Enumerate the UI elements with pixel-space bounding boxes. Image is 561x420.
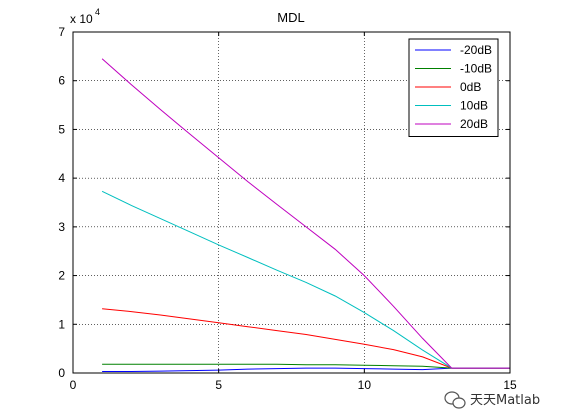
axis-ticks: 0 5 10 15 0 1 2 3 4 5 6 7: [58, 25, 517, 392]
y-tick-label: 3: [58, 220, 65, 234]
y-exponent-power: 4: [95, 7, 100, 17]
legend-label: 10dB: [460, 99, 488, 113]
y-tick-label: 2: [58, 269, 65, 283]
legend: -20dB -10dB 0dB 10dB 20dB: [408, 38, 499, 137]
x-tick-label: 0: [70, 378, 77, 392]
watermark: 天天Matlab: [444, 391, 540, 409]
series-line-0dB: [102, 308, 510, 369]
x-tick-label: 5: [215, 378, 222, 392]
y-tick-label: 6: [58, 74, 65, 88]
legend-label: -20dB: [460, 43, 492, 57]
y-tick-label: 7: [58, 25, 65, 39]
series-line-20dB: [101, 58, 510, 369]
legend-label: -10dB: [460, 62, 492, 76]
series-line--10dB: [102, 363, 510, 369]
y-tick-label: 5: [58, 122, 65, 136]
y-exponent-base: x 10: [70, 12, 93, 26]
series-line-10dB: [101, 190, 510, 369]
y-tick-label: 0: [58, 366, 65, 380]
legend-box: [408, 38, 499, 137]
axes-box: [72, 31, 511, 374]
y-tick-label: 4: [58, 171, 65, 185]
legend-label: 20dB: [460, 117, 488, 131]
x-tick-label: 15: [503, 378, 517, 392]
series-lines: [101, 58, 510, 372]
x-tick-label: 10: [358, 378, 372, 392]
y-tick-label: 1: [58, 317, 65, 331]
chart-title: MDL: [277, 10, 304, 25]
wechat-logo-icon: [444, 391, 466, 409]
grid-lines: [73, 32, 510, 373]
legend-label: 0dB: [460, 80, 481, 94]
series-line--20dB: [102, 367, 510, 372]
watermark-text: 天天Matlab: [470, 393, 540, 408]
